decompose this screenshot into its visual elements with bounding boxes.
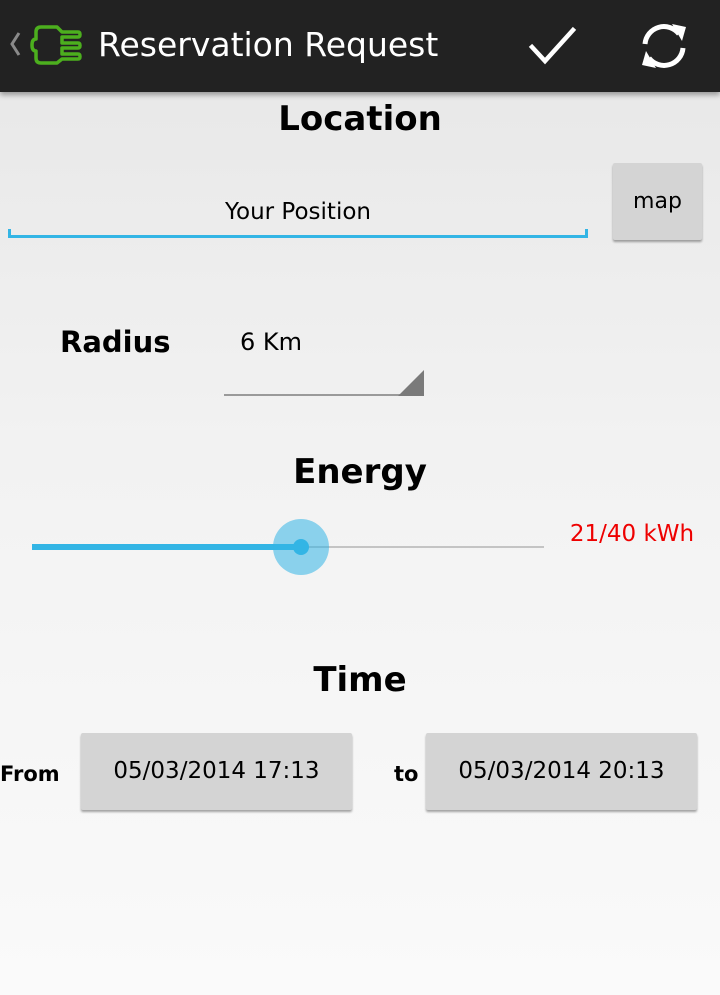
location-input-underline	[8, 235, 588, 238]
from-label: From	[0, 762, 60, 786]
radius-selected-value: 6 Km	[240, 328, 303, 356]
spinner-arrow-icon	[398, 370, 424, 396]
from-datetime-button[interactable]: 05/03/2014 17:13	[81, 733, 352, 810]
location-input-edge-left	[8, 229, 11, 238]
slider-fill	[32, 544, 301, 550]
plug-icon[interactable]	[30, 22, 84, 68]
to-datetime-button[interactable]: 05/03/2014 20:13	[426, 733, 697, 810]
radius-spinner[interactable]: 6 Km	[224, 318, 424, 398]
up-caret-icon[interactable]	[8, 28, 22, 60]
to-label: to	[394, 762, 419, 786]
location-input-value: Your Position	[225, 199, 371, 225]
map-button[interactable]: map	[613, 163, 702, 240]
page-title: Reservation Request	[98, 25, 439, 64]
energy-value: 21/40 kWh	[569, 521, 695, 547]
location-heading: Location	[278, 99, 442, 139]
radius-label: Radius	[60, 325, 171, 359]
refresh-icon[interactable]	[632, 14, 696, 78]
energy-slider[interactable]	[32, 518, 544, 578]
slider-thumb[interactable]	[293, 539, 309, 555]
location-input[interactable]: Your Position	[8, 190, 588, 238]
location-input-edge-right	[585, 229, 588, 238]
time-heading: Time	[313, 660, 407, 700]
check-icon[interactable]	[520, 14, 584, 78]
energy-heading: Energy	[293, 452, 427, 492]
radius-spinner-underline	[224, 394, 424, 396]
action-bar: Reservation Request	[0, 0, 720, 92]
